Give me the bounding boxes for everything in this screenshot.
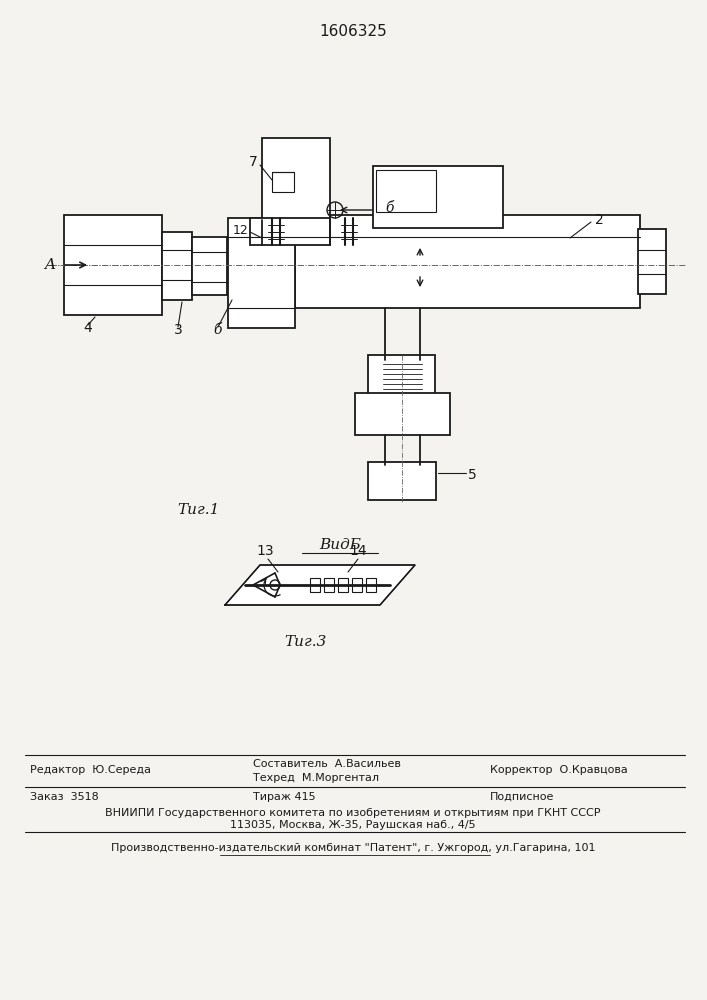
Bar: [295, 215, 640, 308]
Text: 13: 13: [256, 544, 274, 558]
Bar: [310, 578, 320, 592]
Text: Заказ  3518: Заказ 3518: [30, 792, 99, 802]
Bar: [250, 218, 330, 245]
Text: ВНИИПИ Государственного комитета по изобретениям и открытиям при ГКНТ СССР: ВНИИПИ Государственного комитета по изоб…: [105, 808, 601, 818]
Bar: [368, 462, 436, 500]
Bar: [64, 215, 162, 315]
Polygon shape: [225, 565, 415, 605]
Bar: [373, 166, 503, 228]
Text: 3: 3: [174, 323, 182, 337]
Text: Корректор  О.Кравцова: Корректор О.Кравцова: [490, 765, 628, 775]
Bar: [262, 138, 330, 220]
Text: 4: 4: [83, 321, 93, 335]
Text: Составитель  А.Васильев: Составитель А.Васильев: [253, 759, 401, 769]
Text: б: б: [385, 201, 394, 215]
Text: 14: 14: [349, 544, 367, 558]
Text: б: б: [214, 323, 222, 337]
Text: 7: 7: [250, 155, 258, 169]
Bar: [638, 229, 666, 294]
Bar: [352, 578, 362, 592]
Text: A: A: [45, 258, 56, 272]
Bar: [338, 578, 348, 592]
Text: 2: 2: [595, 213, 604, 227]
Text: Производственно-издательский комбинат "Патент", г. Ужгород, ул.Гагарина, 101: Производственно-издательский комбинат "П…: [111, 843, 595, 853]
Bar: [192, 237, 227, 295]
Bar: [228, 218, 295, 328]
Text: Τиг.3: Τиг.3: [284, 635, 326, 649]
Text: 12: 12: [233, 224, 248, 236]
Bar: [162, 232, 192, 300]
Bar: [376, 170, 436, 212]
Text: 5: 5: [468, 468, 477, 482]
Text: Подписное: Подписное: [490, 792, 554, 802]
Text: Редактор  Ю.Середа: Редактор Ю.Середа: [30, 765, 151, 775]
Text: 113035, Москва, Ж-35, Раушская наб., 4/5: 113035, Москва, Ж-35, Раушская наб., 4/5: [230, 820, 476, 830]
Text: ВидБ: ВидБ: [319, 538, 361, 552]
Text: 1606325: 1606325: [319, 24, 387, 39]
Text: Техред  М.Моргентал: Техред М.Моргентал: [253, 773, 379, 783]
Bar: [355, 393, 450, 435]
Bar: [366, 578, 376, 592]
Text: Τиг.1: Τиг.1: [177, 503, 219, 517]
Text: Тираж 415: Тираж 415: [253, 792, 315, 802]
Bar: [272, 172, 294, 192]
Bar: [324, 578, 334, 592]
Bar: [368, 355, 435, 395]
